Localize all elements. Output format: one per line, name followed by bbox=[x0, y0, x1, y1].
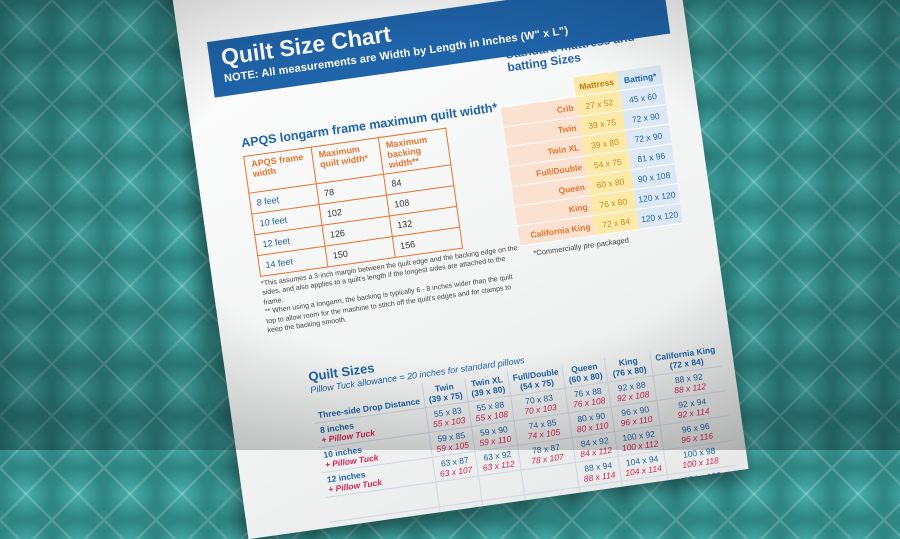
quilt-size-value bbox=[531, 500, 577, 506]
quilt-size-cell bbox=[579, 481, 626, 512]
quilt-chart-sheet: Quilt Size Chart NOTE: All measurements … bbox=[165, 0, 749, 539]
apqs-table: APQS frame width Maximum quilt width* Ma… bbox=[243, 128, 463, 277]
quilt-size-with-tuck bbox=[527, 475, 573, 481]
quilt-size-with-tuck bbox=[586, 494, 620, 499]
quilt-size-with-tuck bbox=[442, 489, 476, 494]
quilt-size-value bbox=[442, 489, 476, 494]
quilt-size-cell bbox=[621, 474, 671, 506]
quilt-size-with-tuck bbox=[485, 483, 519, 488]
pillow-tuck-label bbox=[331, 495, 433, 509]
quilt-size-value bbox=[586, 494, 620, 499]
quilt-sizes-table: Three-side Drop Distance Twin (39 x 75) T… bbox=[312, 341, 739, 539]
quilt-size-value bbox=[488, 508, 522, 513]
quilt-size-cell bbox=[439, 500, 486, 532]
quilt-size-with-tuck bbox=[446, 514, 480, 519]
quilt-size-value bbox=[485, 483, 519, 488]
quilt-size-with-tuck bbox=[628, 488, 664, 493]
quilt-size-cell bbox=[481, 494, 528, 526]
quilt-size-value bbox=[527, 475, 573, 481]
quilt-size-with-tuck: 104 x 120 bbox=[684, 479, 724, 495]
quilt-size-value bbox=[446, 514, 480, 519]
quilt-size-with-tuck bbox=[531, 500, 577, 506]
quilt-size-with-tuck bbox=[488, 508, 522, 513]
pillow-tuck-label bbox=[335, 520, 437, 534]
mattress-table: Mattress Batting* Crib 27 x 52 45 x 60 T… bbox=[498, 65, 683, 247]
quilt-size-value bbox=[628, 488, 664, 493]
